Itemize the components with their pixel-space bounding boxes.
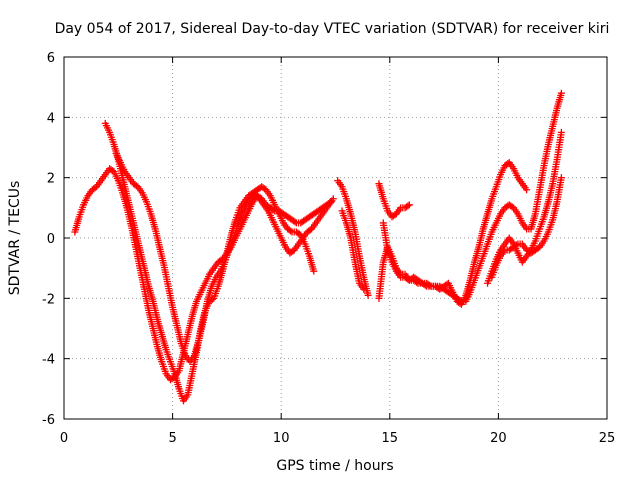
series-sat-f: [375, 180, 413, 221]
x-tick-label: 0: [60, 431, 68, 446]
series-sat-i: [484, 128, 565, 287]
plot-frame: [63, 56, 608, 420]
data-point: [557, 128, 565, 136]
x-tick-label: 10: [273, 431, 290, 446]
data-point: [405, 201, 413, 209]
x-tick-label: 15: [382, 431, 399, 446]
data-point: [404, 275, 412, 283]
y-tick-label: -2: [42, 292, 55, 307]
x-tick-label: 20: [490, 431, 507, 446]
data-point: [513, 241, 520, 249]
data-point: [329, 195, 337, 203]
x-axis-label: GPS time / hours: [276, 458, 393, 474]
y-axis-label: SDTVAR / TECUs: [7, 181, 23, 296]
series-sat-e: [338, 207, 368, 293]
series-sat-a: [71, 165, 335, 384]
y-tick-label: 2: [47, 172, 55, 187]
data-point: [287, 227, 295, 235]
y-tick-label: 0: [47, 232, 55, 247]
series-sat-h: [379, 89, 565, 305]
series-sat-g: [375, 159, 531, 308]
y-tick-label: -4: [42, 353, 55, 368]
series-sat-j: [488, 174, 565, 281]
series-sat-b: [101, 119, 318, 405]
data-point: [364, 291, 372, 299]
y-tick-label: 6: [47, 51, 55, 66]
series-sat-d: [334, 177, 372, 299]
x-tick-label: 25: [599, 431, 616, 446]
y-tick-label: -6: [42, 413, 55, 428]
data-point: [291, 218, 299, 226]
data-point: [426, 281, 434, 289]
data-point: [360, 285, 368, 293]
data-point: [404, 202, 412, 210]
tick-layer: 0 5 10 15 20 25 -6 -4 -2 0 2 4 6: [42, 51, 615, 446]
data-point: [413, 278, 421, 286]
data-point: [557, 174, 565, 182]
data-point: [456, 296, 464, 304]
grid-layer: [64, 57, 607, 419]
x-tick-label: 5: [168, 431, 176, 446]
data-point: [523, 186, 531, 194]
data-points-layer: [71, 89, 565, 405]
y-tick-label: 4: [47, 111, 55, 126]
series-sat-c: [112, 150, 337, 366]
chart-title: Day 054 of 2017, Sidereal Day-to-day VTE…: [55, 21, 610, 37]
data-point: [557, 89, 565, 97]
data-point: [310, 267, 318, 275]
